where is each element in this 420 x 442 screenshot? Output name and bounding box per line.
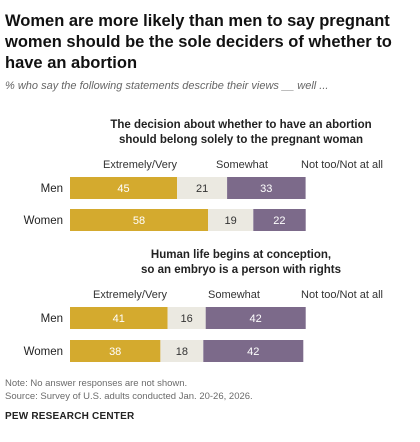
panel-2-value-men-somewhat: 16 — [180, 313, 192, 325]
panel-1-legend-not-too-not-at-all: Not too/Not at all — [301, 159, 383, 171]
panel-1-value-women-extremely-very: 58 — [133, 215, 145, 227]
note-text: Note: No answer responses are not shown. — [5, 378, 188, 389]
panel-2-title-line-2: so an embryo is a person with rights — [141, 264, 341, 276]
panel-2-value-women-somewhat: 18 — [176, 346, 188, 358]
panel-2-value-men-not-too-not-at-all: 42 — [249, 313, 261, 325]
panel-1-row-label-men: Men — [41, 183, 63, 195]
panel-2-bar-women-not-too-not-at-all — [203, 340, 304, 362]
chart-subtitle: % who say the following statements descr… — [5, 80, 329, 92]
panel-2-bar-men-extremely-very — [70, 307, 168, 329]
panel-2-value-women-not-too-not-at-all: 42 — [247, 346, 259, 358]
panel-1-bar-men-not-too-not-at-all — [227, 177, 306, 199]
panel-1-row-label-women: Women — [24, 215, 63, 227]
pew-brand: PEW RESEARCH CENTER — [5, 411, 135, 422]
panel-1-bar-women-not-too-not-at-all — [253, 209, 306, 231]
panel-2-bar-men-somewhat — [167, 307, 206, 329]
panel-1-bar-women-extremely-very — [70, 209, 208, 231]
panel-1-bar-men-extremely-very — [70, 177, 178, 199]
panel-2-row-label-women: Women — [24, 346, 63, 358]
panel-2-legend-somewhat: Somewhat — [208, 289, 260, 301]
panel-1-legend-somewhat: Somewhat — [216, 159, 268, 171]
panel-1-title-line-1: The decision about whether to have an ab… — [110, 119, 371, 131]
panel-1-value-men-somewhat: 21 — [196, 183, 208, 195]
panel-1-value-women-not-too-not-at-all: 22 — [273, 215, 285, 227]
panel-2-value-women-extremely-very: 38 — [109, 346, 121, 358]
panel-2-row-label-men: Men — [41, 313, 63, 325]
panel-2-bar-women-somewhat — [160, 340, 204, 362]
panel-2-legend-not-too-not-at-all: Not too/Not at all — [301, 289, 383, 301]
source-text: Source: Survey of U.S. adults conducted … — [5, 391, 253, 402]
panel-2-value-men-extremely-very: 41 — [113, 313, 125, 325]
chart-title: Women are more likely than men to say pr… — [5, 12, 392, 72]
panel-1-bar-women-somewhat — [208, 209, 254, 231]
panel-1-title-line-2: should belong solely to the pregnant wom… — [119, 134, 363, 146]
panel-1-bar-men-somewhat — [177, 177, 228, 199]
panel-2-bar-men-not-too-not-at-all — [205, 307, 306, 329]
panel-2-title-line-1: Human life begins at conception, — [151, 249, 331, 261]
panel-1-value-women-somewhat: 19 — [224, 215, 236, 227]
panel-1-legend-extremely-very: Extremely/Very — [103, 159, 177, 171]
panel-1-value-men-not-too-not-at-all: 33 — [260, 183, 272, 195]
panel-2-bar-women-extremely-very — [70, 340, 161, 362]
panel-1-value-men-extremely-very: 45 — [117, 183, 129, 195]
panel-2-legend-extremely-very: Extremely/Very — [93, 289, 167, 301]
